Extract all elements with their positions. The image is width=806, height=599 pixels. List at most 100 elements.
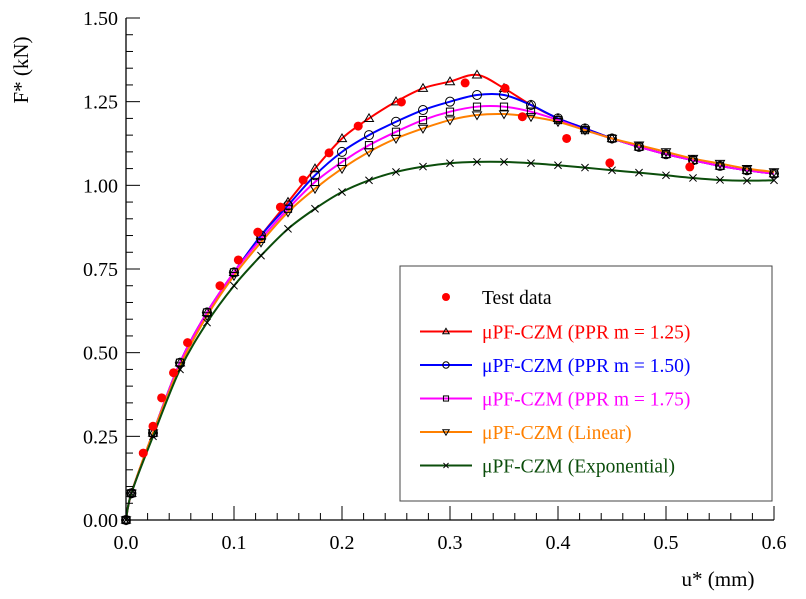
- test-data-point: [183, 338, 193, 348]
- test-data-point: [275, 202, 285, 212]
- y-tick-label: 1.00: [83, 175, 118, 197]
- x-tick-label: 0.1: [222, 532, 247, 554]
- triangle-marker: [471, 69, 483, 79]
- y-tick-label: 0.75: [83, 259, 118, 281]
- triangle-down-marker: [201, 312, 213, 322]
- test-data-point: [685, 162, 695, 172]
- triangle-down-marker: [498, 110, 510, 120]
- cross-marker: [446, 159, 454, 168]
- x-axis-label: u* (mm): [682, 567, 755, 591]
- cross-marker: [311, 204, 319, 213]
- triangle-down-marker: [255, 238, 267, 248]
- square-marker: [526, 107, 536, 116]
- triangle-down-marker: [390, 134, 402, 144]
- triangle-down-marker: [471, 111, 483, 121]
- legend-test-data-marker: [442, 293, 450, 301]
- test-data-point: [324, 148, 334, 158]
- x-tick-label: 0.6: [762, 532, 787, 554]
- triangle-down-marker: [441, 429, 451, 437]
- square-marker: [715, 161, 725, 171]
- square-marker: [442, 395, 450, 402]
- circle-marker: [337, 146, 347, 157]
- cross-marker: [149, 432, 157, 441]
- test-data-point: [298, 175, 308, 185]
- circle-marker: [661, 149, 671, 160]
- legend-label: μPF-CZM (PPR m = 1.75): [482, 390, 690, 411]
- legend-label: μPF-CZM (PPR m = 1.25): [482, 323, 690, 344]
- cross-marker: [500, 157, 508, 166]
- triangle-marker: [441, 327, 451, 335]
- triangle-down-marker: [336, 164, 348, 175]
- triangle-down-marker: [126, 489, 137, 499]
- circle-marker: [391, 116, 401, 127]
- cross-marker: [473, 157, 481, 166]
- cross-marker: [257, 251, 265, 260]
- cross-marker: [743, 176, 751, 185]
- test-data-point: [215, 281, 225, 291]
- legend: Test data μPF-CZM (PPR m = 1.25) μPF-CZM (…: [399, 265, 773, 502]
- triangle-marker: [579, 122, 591, 133]
- legend-box: [399, 265, 773, 502]
- test-data-point: [396, 97, 406, 107]
- circle-marker: [442, 361, 450, 369]
- legend-label: μPF-CZM (Exponential): [482, 457, 675, 478]
- test-data-point: [148, 421, 158, 431]
- cross-marker: [203, 318, 211, 327]
- x-tick-label: 0.4: [546, 532, 571, 554]
- circle-marker: [580, 123, 590, 134]
- cross-marker: [662, 171, 670, 180]
- circle-marker: [472, 89, 482, 100]
- cross-marker: [581, 163, 589, 172]
- triangle-marker: [363, 112, 375, 123]
- legend-label: μPF-CZM (PPR m = 1.50): [482, 356, 690, 377]
- cross-marker: [230, 281, 238, 290]
- legend-label: μPF-CZM (Linear): [482, 423, 632, 444]
- cross-marker: [392, 167, 400, 176]
- test-data-point: [233, 255, 243, 265]
- triangle-marker: [552, 112, 564, 123]
- cross-marker: [608, 166, 616, 175]
- square-marker: [445, 107, 455, 116]
- test-data-point: [605, 158, 615, 168]
- square-marker: [418, 115, 428, 125]
- circle-marker: [526, 100, 536, 111]
- triangle-down-marker: [282, 208, 294, 218]
- cross-marker: [716, 176, 724, 184]
- y-axis-label: F* (kN): [9, 36, 33, 103]
- triangle-down-marker: [228, 272, 240, 282]
- test-data-point: [353, 121, 363, 131]
- triangle-down-marker: [606, 134, 618, 144]
- test-data-point: [138, 448, 148, 458]
- y-tick-label: 0.00: [83, 510, 118, 532]
- cross-marker: [127, 489, 136, 498]
- square-marker: [499, 102, 509, 111]
- circle-marker: [418, 105, 428, 116]
- triangle-marker: [444, 76, 456, 86]
- y-tick-label: 0.50: [83, 343, 118, 365]
- triangle-marker: [336, 132, 348, 143]
- triangle-down-marker: [714, 159, 726, 170]
- cross-marker: [284, 224, 292, 233]
- triangle-marker: [309, 163, 321, 173]
- cross-marker: [689, 174, 697, 182]
- x-tick-label: 0.0: [114, 532, 139, 554]
- triangle-down-marker: [525, 113, 537, 123]
- circle-marker: [715, 160, 725, 171]
- square-marker: [472, 102, 482, 111]
- triangle-down-marker: [444, 116, 456, 126]
- triangle-down-marker: [660, 148, 672, 158]
- x-tick-label: 0.3: [438, 532, 463, 554]
- triangle-down-marker: [309, 185, 321, 195]
- cross-marker: [365, 176, 373, 185]
- cross-marker: [770, 176, 778, 185]
- axes: 0.0 0.1 0.2 0.3 0.4 0.5 0.6 0.00 0.25 0.50 0.75 1.0…: [83, 8, 787, 554]
- circle-marker: [445, 96, 455, 107]
- legend-label: Test data: [482, 288, 552, 309]
- triangle-down-marker: [417, 124, 429, 134]
- test-data-point: [253, 227, 263, 237]
- triangle-down-marker: [363, 148, 375, 158]
- test-data-point: [517, 112, 527, 122]
- test-data-point: [500, 83, 510, 93]
- cross-marker: [554, 161, 562, 170]
